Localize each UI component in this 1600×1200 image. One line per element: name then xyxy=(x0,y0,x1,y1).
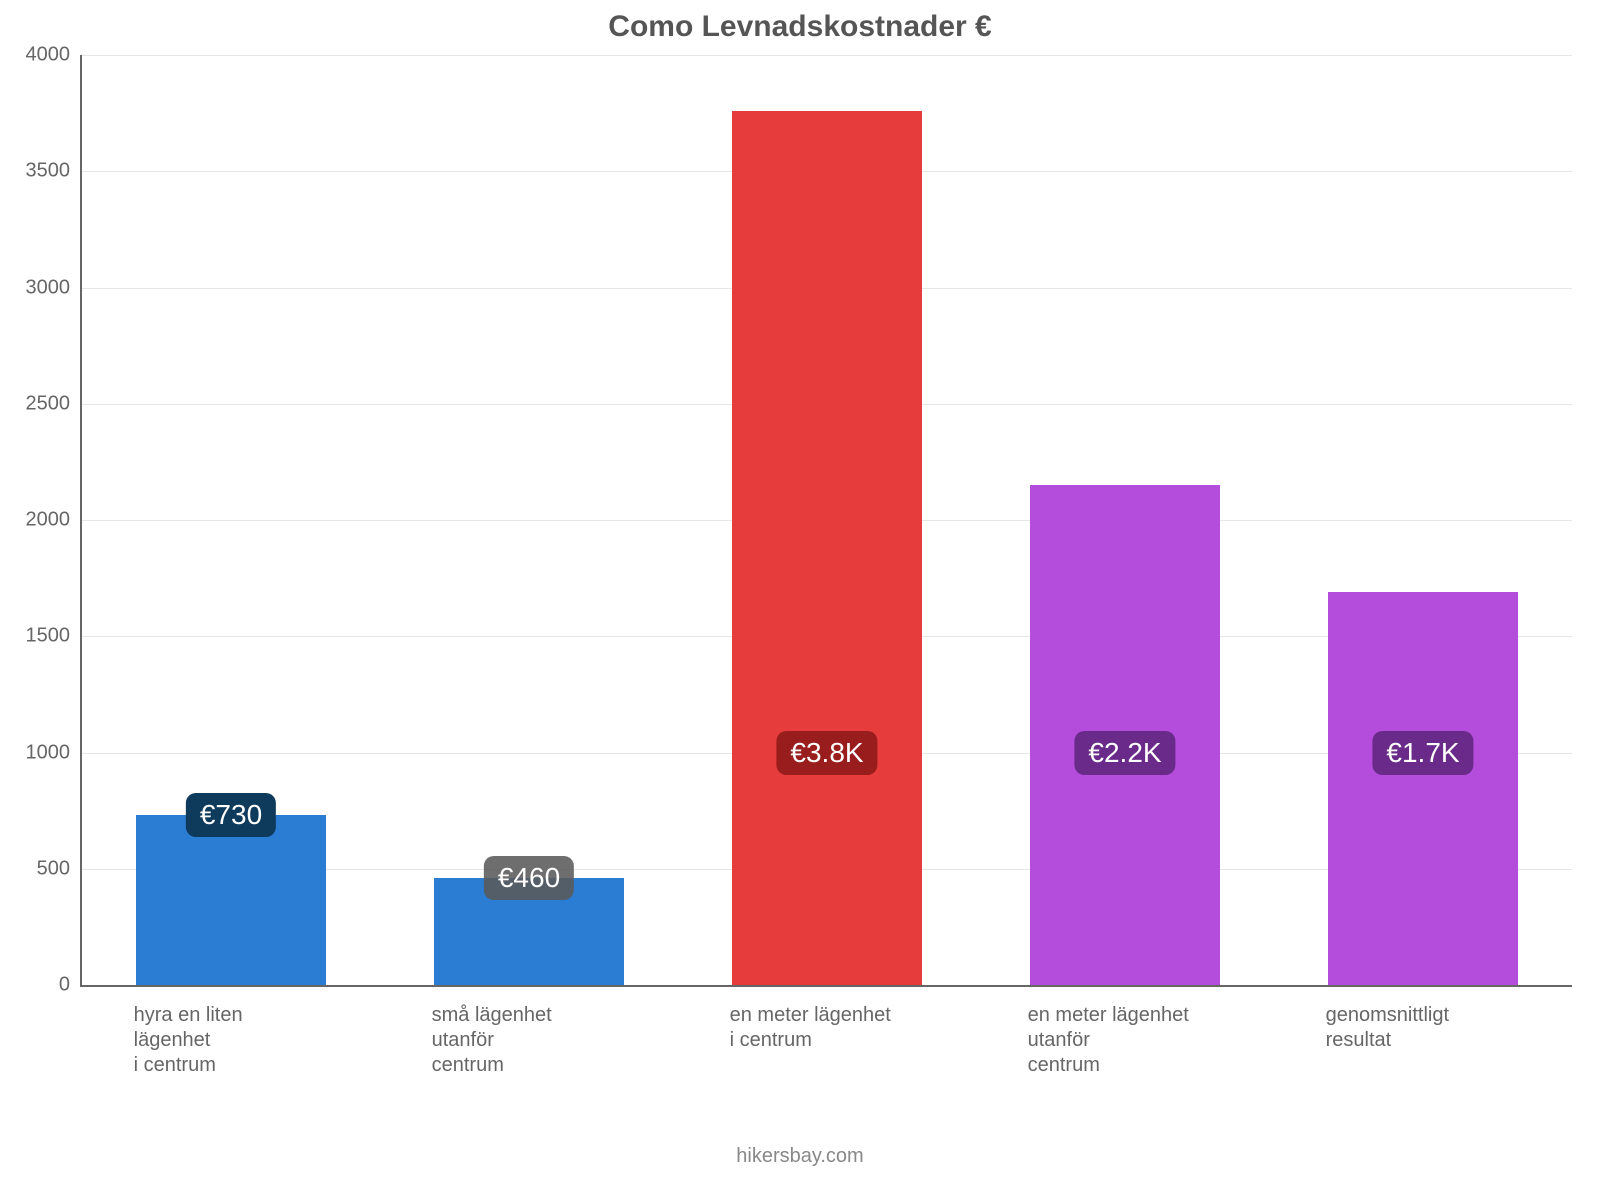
chart-title: Como Levnadskostnader € xyxy=(0,10,1600,44)
y-axis-label: 1000 xyxy=(10,741,70,764)
x-axis-label: hyra en liten lägenheti centrum xyxy=(134,1003,325,1078)
y-axis-label: 2000 xyxy=(10,509,70,532)
x-axis-label: små lägenhetutanförcentrum xyxy=(432,1003,623,1078)
y-axis-label: 3500 xyxy=(10,160,70,183)
y-axis-label: 4000 xyxy=(10,44,70,67)
bar xyxy=(732,111,923,985)
y-axis-label: 1500 xyxy=(10,625,70,648)
value-badge: €1.7K xyxy=(1372,731,1473,775)
value-badge: €2.2K xyxy=(1074,731,1175,775)
value-badge: €730 xyxy=(186,793,276,837)
y-axis-label: 2500 xyxy=(10,392,70,415)
x-axis-label: en meter lägenheti centrum xyxy=(730,1003,921,1053)
y-axis-label: 3000 xyxy=(10,276,70,299)
plot-area: €730 €460 €3.8K €2.2K €1.7K xyxy=(80,55,1572,987)
y-axis-label: 0 xyxy=(10,974,70,997)
source-footer: hikersbay.com xyxy=(0,1145,1600,1168)
x-axis-label: genomsnittligtresultat xyxy=(1326,1003,1517,1053)
value-badge: €460 xyxy=(484,856,574,900)
bar xyxy=(136,815,327,985)
value-badge: €3.8K xyxy=(776,731,877,775)
bar xyxy=(1328,592,1519,985)
gridline xyxy=(82,55,1572,56)
chart-container: Como Levnadskostnader € €730 €460 €3.8K €2.… xyxy=(0,0,1600,1200)
x-axis-label: en meter lägenhetutanförcentrum xyxy=(1028,1003,1219,1078)
y-axis-label: 500 xyxy=(10,857,70,880)
